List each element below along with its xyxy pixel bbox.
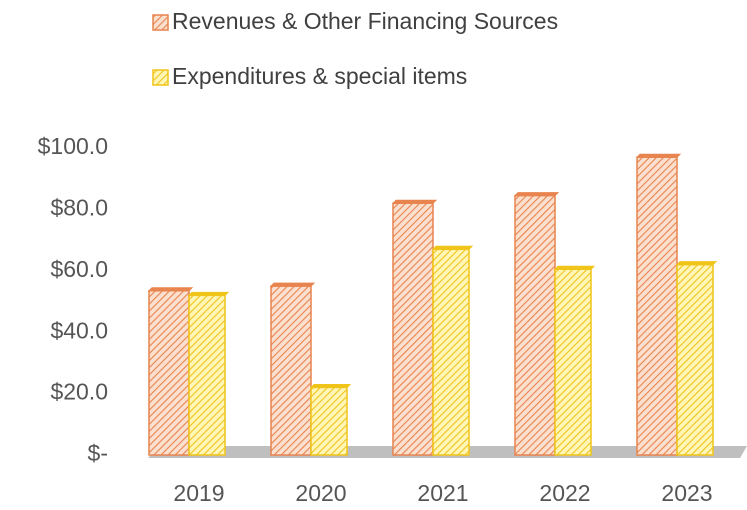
x-tick-label: 2020 — [295, 480, 346, 506]
x-tick-label: 2019 — [173, 480, 224, 506]
bar — [431, 245, 474, 456]
bar — [675, 261, 718, 456]
bar — [309, 383, 352, 456]
bar — [147, 287, 194, 456]
x-tick-label: 2022 — [539, 480, 590, 506]
x-tick-label: 2021 — [417, 480, 468, 506]
y-tick-label: $100.0 — [38, 133, 108, 159]
legend-label: Revenues & Other Financing Sources — [172, 8, 558, 34]
legend-label: Expenditures & special items — [172, 63, 467, 89]
y-tick-label: $20.0 — [50, 379, 108, 405]
bar — [391, 199, 438, 456]
y-tick-label: $- — [88, 440, 108, 466]
x-tick-label: 2023 — [661, 480, 712, 506]
y-tick-label: $80.0 — [50, 194, 108, 220]
legend-swatch — [152, 69, 169, 86]
bar — [635, 153, 682, 456]
bar — [269, 282, 316, 456]
bar — [553, 265, 596, 456]
legend-swatch — [152, 14, 169, 31]
bar — [187, 291, 230, 456]
y-tick-label: $40.0 — [50, 317, 108, 343]
y-tick-label: $60.0 — [50, 256, 108, 282]
bar — [513, 192, 560, 456]
